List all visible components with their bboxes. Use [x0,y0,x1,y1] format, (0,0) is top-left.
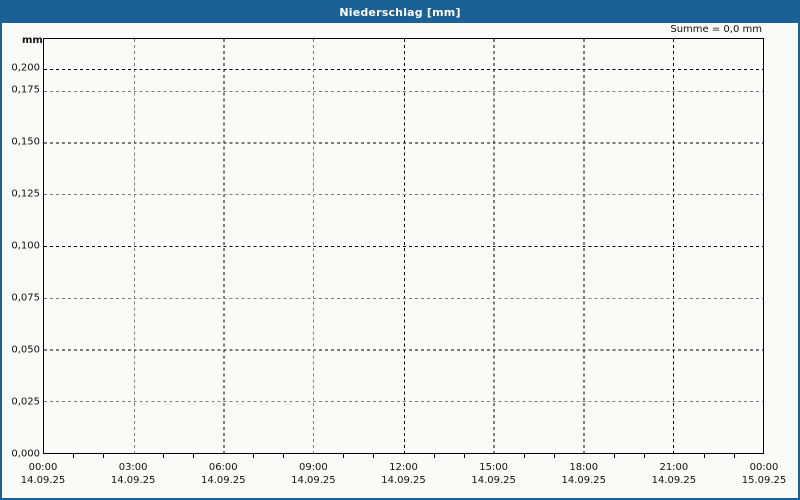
x-axis-tick-date: 14.09.25 [561,475,607,486]
x-axis-minor-tick [704,454,705,458]
x-axis-minor-tick [73,454,74,458]
x-axis-minor-tick [283,454,284,458]
x-axis-minor-tick [373,454,374,458]
x-axis-minor-tick [644,454,645,458]
x-axis-tick-label: 06:00 14.09.25 [178,461,268,487]
window-title-bar: Niederschlag [mm] [2,2,798,23]
x-axis-tick-time: 12:00 [389,462,418,473]
x-axis-tick-time: 09:00 [298,462,328,473]
x-axis-tick-time: 00:00 [28,462,58,473]
x-axis-minor-tick [163,454,164,458]
plot-area [43,38,764,454]
y-axis-unit-label: mm [22,35,43,46]
x-axis-tick-date: 14.09.25 [291,475,336,486]
y-axis-tick-label: 0,000 [11,448,40,460]
x-axis-minor-tick [103,454,104,458]
x-axis-minor-tick [253,454,254,458]
x-axis-tick-time: 06:00 [208,462,238,473]
summary-annotation: Summe = 0,0 mm [670,24,762,35]
y-axis-tick-label: 0,150 [11,136,40,148]
x-axis-minor-tick [434,454,435,458]
x-axis-tick-date: 14.09.25 [20,475,66,486]
y-axis-tick-label: 0,025 [11,396,40,408]
y-axis-tick-label: 0,125 [11,188,40,200]
grid-lines [44,39,763,453]
x-axis-minor-tick [614,454,615,458]
x-axis-tick-label: 21:00 14.09.25 [629,461,719,487]
x-axis-minor-tick [193,454,194,458]
x-axis-tick-time: 18:00 [569,462,599,473]
x-axis-minor-tick [464,454,465,458]
x-axis-tick-label: 00:00 14.09.25 [2,461,88,487]
x-axis-tick-date: 14.09.25 [200,475,246,486]
x-axis-minor-tick [734,454,735,458]
x-axis-tick-label: 12:00 14.09.25 [359,461,449,487]
x-axis-tick-date: 15.09.25 [741,475,787,486]
y-axis-tick-label: 0,075 [11,292,40,304]
x-axis-tick-label: 00:00 15.09.25 [719,461,798,487]
x-axis-tick-date: 14.09.25 [110,475,156,486]
x-axis-tick-label: 15:00 14.09.25 [449,461,539,487]
x-axis-tick-label: 03:00 14.09.25 [88,461,178,487]
x-axis-tick-date: 14.09.25 [471,475,516,486]
y-axis-tick-label: 0,100 [11,240,40,252]
y-axis-tick-label: 0,050 [11,344,40,356]
x-axis-tick-label: 18:00 14.09.25 [539,461,629,487]
y-axis-tick-label: 0,200 [11,62,40,74]
x-axis-tick-label: 09:00 14.09.25 [268,461,358,487]
x-axis-tick-time: 00:00 [749,462,779,473]
x-axis-tick-time: 21:00 [659,462,689,473]
x-axis-tick-date: 14.09.25 [651,475,697,486]
x-axis-minor-tick [343,454,344,458]
x-axis-tick-time: 03:00 [118,462,148,473]
x-axis-tick-time: 15:00 [479,462,509,473]
page-title: Niederschlag [mm] [339,6,461,19]
x-axis-minor-tick [554,454,555,458]
x-axis-tick-date: 14.09.25 [381,475,426,486]
x-axis-minor-tick [524,454,525,458]
y-axis-tick-label: 0,175 [11,84,40,96]
